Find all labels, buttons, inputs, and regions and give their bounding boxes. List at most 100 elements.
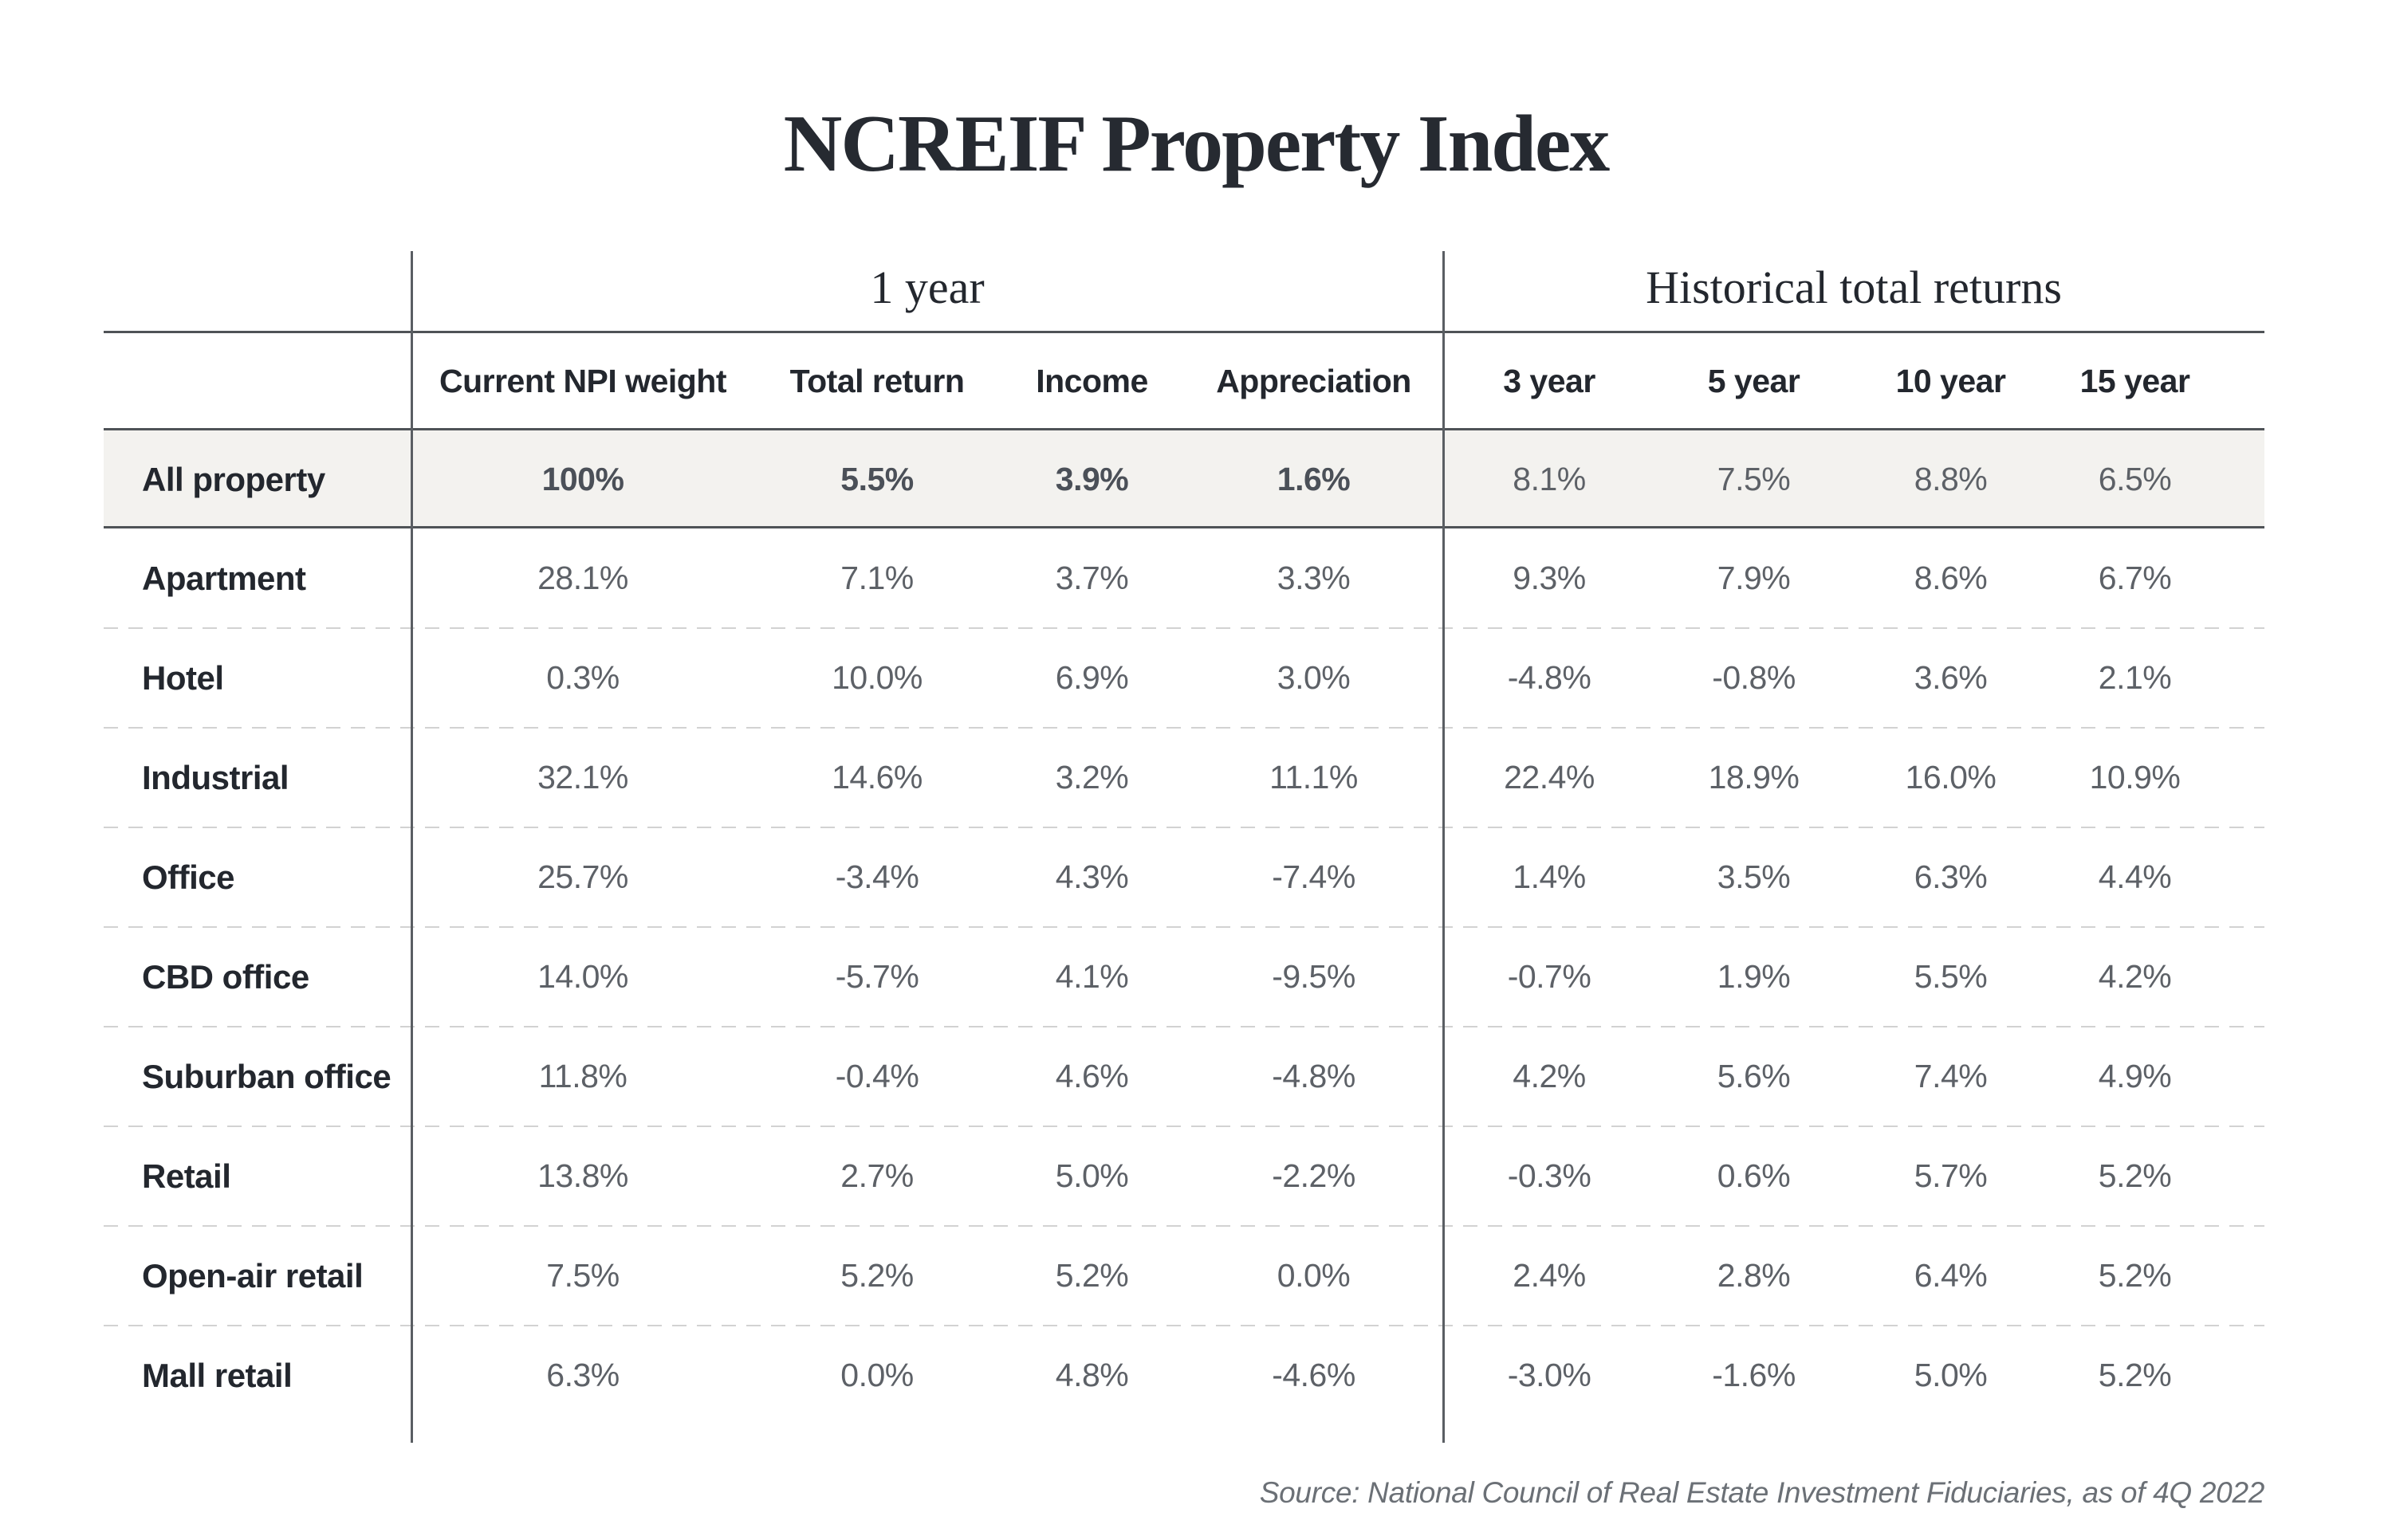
table-cell: 8.6% <box>1914 560 1988 596</box>
column-header-current-npi-weight: Current NPI weight <box>439 363 727 399</box>
table-cell: 6.9% <box>1055 659 1129 696</box>
row-separator <box>104 1225 2264 1227</box>
table-cell: 6.3% <box>1914 858 1988 895</box>
rule-under-group-headers <box>104 331 2264 333</box>
table-cell: 28.1% <box>537 560 628 596</box>
table-cell: 0.0% <box>840 1357 914 1393</box>
table-cell: -5.7% <box>835 958 919 995</box>
table-row-cbd-office: CBD office 14.0% -5.7% 4.1% -9.5% -0.7% … <box>104 927 2264 1027</box>
table-cell: 8.1% <box>1513 461 1586 497</box>
group-header-historical-total-returns: Historical total returns <box>1646 261 2062 313</box>
source-attribution: Source: National Council of Real Estate … <box>1259 1476 2265 1509</box>
table-cell: 13.8% <box>537 1157 628 1194</box>
table-cell: 5.0% <box>1055 1157 1129 1194</box>
property-index-table: 1 year Historical total returns Current … <box>104 251 2264 1443</box>
column-header-3-year: 3 year <box>1503 363 1595 399</box>
table-cell: 5.2% <box>840 1257 914 1294</box>
row-label: Open-air retail <box>142 1256 364 1294</box>
table-row-industrial: Industrial 32.1% 14.6% 3.2% 11.1% 22.4% … <box>104 728 2264 827</box>
column-header-appreciation: Appreciation <box>1216 363 1411 399</box>
column-header-15-year: 15 year <box>2079 363 2190 399</box>
table-cell: 4.9% <box>2098 1058 2172 1094</box>
table-cell: 3.9% <box>1055 461 1129 497</box>
table-cell: 14.0% <box>537 958 628 995</box>
table-cell: 7.9% <box>1717 560 1791 596</box>
table-cell: 10.9% <box>2089 759 2181 796</box>
rule-under-all-property-row <box>104 526 2264 528</box>
table-cell: 5.2% <box>2098 1257 2172 1294</box>
table-cell: -2.2% <box>1272 1157 1355 1194</box>
table-cell: 7.5% <box>1717 461 1791 497</box>
table-cell: 2.1% <box>2098 659 2172 696</box>
all-property-highlight-band <box>104 430 2264 528</box>
table-cell: 1.9% <box>1717 958 1791 995</box>
divider-labels-vs-data <box>411 251 413 1443</box>
row-label: Retail <box>142 1157 231 1195</box>
rule-under-column-headers <box>104 428 2264 430</box>
group-header-row: 1 year Historical total returns <box>104 251 2264 332</box>
row-label: Office <box>142 858 235 896</box>
table-cell: 0.6% <box>1717 1157 1791 1194</box>
table-cell: 4.2% <box>2098 958 2172 995</box>
row-separator <box>104 1325 2264 1326</box>
row-label: Suburban office <box>142 1057 391 1095</box>
column-header-income: Income <box>1036 363 1148 399</box>
row-separator <box>104 727 2264 729</box>
row-label: Industrial <box>142 758 289 796</box>
table-cell: -0.8% <box>1712 659 1796 696</box>
table-cell: 2.8% <box>1717 1257 1791 1294</box>
group-header-1-year: 1 year <box>870 261 985 313</box>
row-separator <box>104 627 2264 629</box>
table-cell: -4.8% <box>1507 659 1591 696</box>
column-header-10-year: 10 year <box>1895 363 2006 399</box>
table-cell: 11.1% <box>1269 759 1358 796</box>
table-cell: 0.0% <box>1277 1257 1351 1294</box>
table-cell: 4.8% <box>1055 1357 1129 1393</box>
table-cell: 8.8% <box>1914 461 1988 497</box>
table-cell: -9.5% <box>1272 958 1355 995</box>
row-separator <box>104 1126 2264 1127</box>
table-cell: 7.4% <box>1914 1058 1988 1094</box>
table-cell: 3.7% <box>1055 560 1129 596</box>
table-cell: 7.1% <box>840 560 914 596</box>
table-cell: 5.5% <box>840 461 914 497</box>
table-cell: -3.4% <box>835 858 919 895</box>
table-cell: 100% <box>541 461 624 497</box>
page-title: NCREIF Property Index <box>783 98 1611 189</box>
table-cell: -1.6% <box>1712 1357 1796 1393</box>
table-cell: 6.3% <box>546 1357 620 1393</box>
row-label: Mall retail <box>142 1356 293 1394</box>
table-cell: 10.0% <box>832 659 923 696</box>
divider-1year-vs-historical <box>1442 251 1445 1443</box>
table-cell: 1.6% <box>1277 461 1351 497</box>
table-cell: 5.6% <box>1717 1058 1791 1094</box>
table-cell: 4.2% <box>1513 1058 1586 1094</box>
table-cell: 6.4% <box>1914 1257 1988 1294</box>
table-cell: -0.3% <box>1507 1157 1591 1194</box>
table-cell: 9.3% <box>1513 560 1586 596</box>
table-cell: 4.4% <box>2098 858 2172 895</box>
row-label: Hotel <box>142 658 224 697</box>
table-row-open-air-retail: Open-air retail 7.5% 5.2% 5.2% 0.0% 2.4%… <box>104 1226 2264 1326</box>
table-cell: -4.8% <box>1272 1058 1355 1094</box>
table-cell: 5.5% <box>1914 958 1988 995</box>
table-cell: 14.6% <box>832 759 923 796</box>
column-header-row: Current NPI weight Total return Income A… <box>104 332 2264 430</box>
table-cell: 2.4% <box>1513 1257 1586 1294</box>
table-cell: 25.7% <box>537 858 628 895</box>
table-cell: 4.3% <box>1055 858 1129 895</box>
row-label: All property <box>142 460 325 498</box>
row-label: Apartment <box>142 559 306 597</box>
table-cell: 7.5% <box>546 1257 620 1294</box>
table-cell: 4.6% <box>1055 1058 1129 1094</box>
table-row-mall-retail: Mall retail 6.3% 0.0% 4.8% -4.6% -3.0% -… <box>104 1326 2264 1425</box>
table-row-all-property: All property 100% 5.5% 3.9% 1.6% 8.1% 7.… <box>104 430 2264 528</box>
table-cell: 3.5% <box>1717 858 1791 895</box>
table-cell: 22.4% <box>1504 759 1595 796</box>
table-cell: 5.2% <box>2098 1357 2172 1393</box>
column-header-total-return: Total return <box>789 363 965 399</box>
table-row-suburban-office: Suburban office 11.8% -0.4% 4.6% -4.8% 4… <box>104 1027 2264 1126</box>
table-cell: 5.2% <box>1055 1257 1129 1294</box>
row-separator <box>104 926 2264 928</box>
